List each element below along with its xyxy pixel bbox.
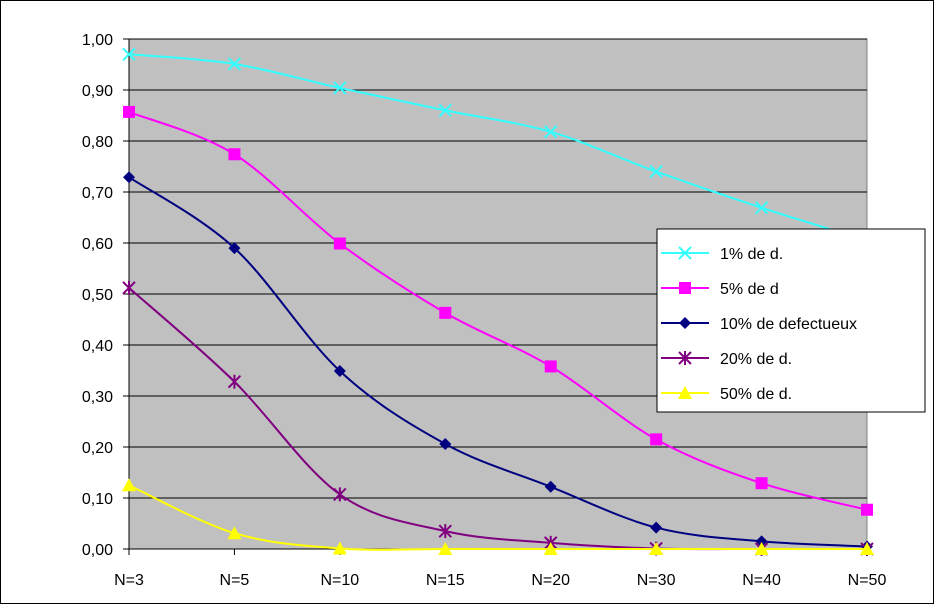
series-5-point [649, 542, 664, 555]
x-tick-label: N=40 [742, 572, 781, 589]
series-line-5 [128, 484, 867, 551]
legend-marker-2 [679, 282, 691, 294]
legend-marker-5 [678, 386, 692, 399]
y-tick-label: 0,40 [82, 338, 113, 355]
x-tick-label: N=3 [114, 572, 144, 589]
series-5-point [860, 542, 874, 555]
y-tick-label: 0,00 [82, 542, 113, 559]
series-3-point [439, 437, 452, 450]
series-3-point [755, 535, 768, 548]
legend-label-4: 20% de d. [720, 351, 792, 368]
y-tick-label: 0,50 [82, 287, 113, 304]
series-1-point [754, 201, 769, 215]
series-3-point [333, 365, 346, 378]
series-5-point [122, 478, 136, 492]
legend-label-5: 50% de d. [720, 386, 792, 403]
legend-marker-4 [678, 351, 692, 365]
y-tick-label: 0,20 [82, 440, 113, 457]
x-tick-label: N=30 [637, 572, 676, 589]
y-tick-label: 0,10 [82, 491, 113, 508]
series-line-3 [128, 176, 868, 548]
legend-label-3: 10% de defectueux [720, 316, 857, 333]
y-tick-label: 1,00 [82, 32, 113, 49]
series-1-point [333, 81, 347, 95]
x-tick-label: N=15 [426, 572, 465, 589]
series-4-point [438, 524, 452, 539]
series-1-point [122, 47, 136, 62]
series-2-point [439, 306, 452, 319]
y-tick-label: 0,80 [82, 134, 113, 151]
series-2-point [123, 105, 135, 118]
legend-label-2: 5% de d [720, 281, 779, 298]
legend-label-1: 1% de d. [720, 246, 783, 263]
series-4-point [227, 374, 242, 389]
legend-marker-3 [679, 317, 691, 329]
series-5-point [754, 542, 769, 555]
series-line-2 [128, 111, 868, 511]
series-2-point [333, 237, 346, 250]
series-2-point [544, 360, 557, 373]
y-tick-label: 0,30 [82, 389, 113, 406]
x-tick-label: N=20 [531, 572, 570, 589]
x-tick-label: N=5 [220, 572, 250, 589]
series-4-point [122, 280, 136, 295]
x-tick-label: N=50 [848, 572, 887, 589]
series-4-point [333, 487, 347, 502]
series-line-1 [128, 53, 868, 242]
series-5-point [438, 542, 453, 555]
series-3-point [650, 521, 663, 534]
series-2-point [755, 477, 768, 490]
series-2-point [861, 503, 873, 516]
series-3-point [123, 171, 135, 184]
y-tick-label: 0,70 [82, 185, 113, 202]
series-5-point [543, 542, 558, 555]
series-1-point [227, 57, 242, 71]
series-3-point [228, 242, 241, 255]
series-5-point [227, 526, 242, 540]
series-1-point [544, 125, 558, 139]
series-3-point [544, 480, 557, 493]
x-tick-label: N=10 [321, 572, 360, 589]
series-2-point [228, 148, 241, 161]
series-5-point [332, 541, 347, 555]
legend-marker-1 [678, 246, 692, 260]
y-tick-label: 0,60 [82, 236, 113, 253]
legend-box [656, 228, 926, 413]
series-1-point [438, 103, 452, 118]
series-1-point [649, 164, 663, 179]
series-2-point [650, 433, 663, 446]
y-tick-label: 0,90 [82, 83, 113, 100]
